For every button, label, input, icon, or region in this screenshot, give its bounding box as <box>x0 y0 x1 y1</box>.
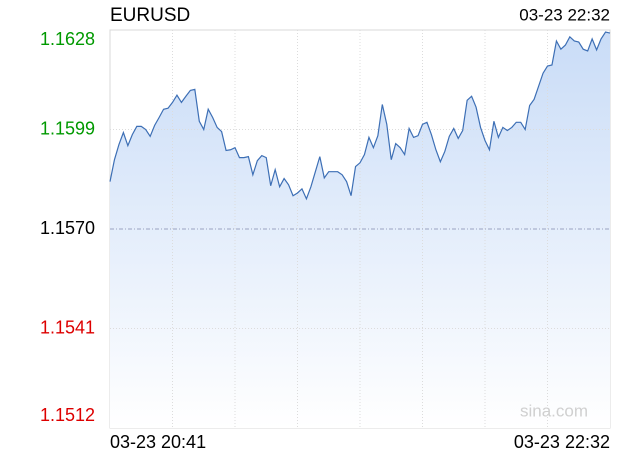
y-tick-label: 1.1628 <box>40 29 95 49</box>
x-tick-label: 03-23 22:32 <box>514 432 610 452</box>
chart-title: EURUSD <box>110 5 190 26</box>
y-tick-label: 1.1512 <box>40 405 95 425</box>
y-tick-label: 1.1570 <box>40 218 95 238</box>
line <box>109 31 611 201</box>
y-tick-label: 1.1541 <box>40 317 95 337</box>
timestamp: 03-23 22:32 <box>519 5 610 24</box>
y-tick-label: 1.1599 <box>40 118 95 138</box>
watermark: sina.com <box>520 401 588 420</box>
area <box>110 32 610 429</box>
x-tick-label: 03-23 20:41 <box>110 432 206 452</box>
